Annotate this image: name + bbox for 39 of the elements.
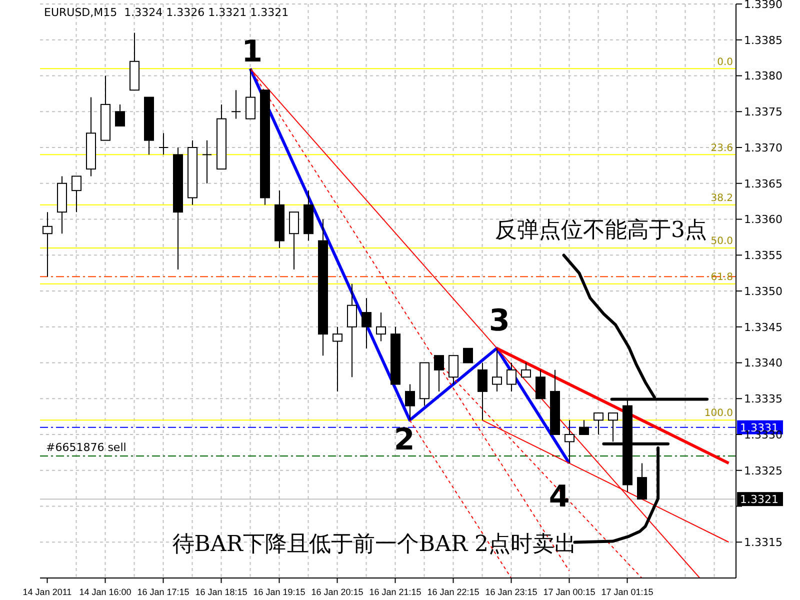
x-tick-label: 16 Jan 19:15 — [253, 587, 306, 597]
x-tick-label: 16 Jan 22:15 — [427, 587, 480, 597]
y-tick-label: 1.3350 — [744, 284, 782, 298]
y-tick-label: 1.3365 — [744, 177, 782, 190]
y-tick-label: 1.3370 — [744, 141, 782, 154]
annotation: 待BAR下降且低于前一个BAR 2点时卖出 — [172, 531, 577, 560]
x-tick-label: 16 Jan 23:15 — [485, 587, 538, 597]
x-tick-label: 16 Jan 18:15 — [195, 587, 248, 597]
y-tick-label: 1.3325 — [744, 464, 782, 478]
x-tick-label: 16 Jan 20:15 — [311, 587, 364, 597]
annotation: 50.0 — [710, 236, 733, 247]
y-tick-label: 1.3335 — [744, 392, 782, 406]
annotation: 38.2 — [710, 192, 733, 204]
x-tick-label: 16 Jan 17:15 — [137, 587, 190, 597]
annotation: 反弹点位不能高于3点 — [494, 217, 707, 246]
annotation: 2 — [394, 422, 415, 458]
y-tick-label: 1.3360 — [744, 213, 782, 226]
y-tick-label: 1.3345 — [744, 320, 782, 334]
annotation: 4 — [548, 479, 570, 514]
y-tick-label: 1.3385 — [744, 34, 782, 47]
y-tick-label: 1.3375 — [744, 106, 782, 119]
chart-title: EURUSD,M15 1.3324 1.3326 1.3321 1.3321 — [44, 6, 289, 19]
x-tick-label: 17 Jan 01:15 — [601, 587, 654, 597]
y-tick-label: 1.3380 — [744, 70, 782, 83]
x-tick-label: 14 Jan 16:00 — [79, 587, 132, 597]
x-tick-label: 17 Jan 00:15 — [543, 587, 596, 597]
annotation: 0.0 — [717, 56, 733, 68]
annotation: 100.0 — [704, 408, 733, 420]
annotation: 3 — [489, 303, 510, 338]
y-tick-label: 1.3315 — [744, 536, 782, 550]
annotation: 1 — [242, 34, 262, 70]
x-tick-label: 14 Jan 2011 — [22, 587, 72, 597]
ref-line-label: #6651876 sell — [46, 441, 126, 454]
y-tick-label: 1.3390 — [744, 0, 782, 11]
ref-line-label: 1.3321 — [740, 493, 778, 506]
y-tick-label: 1.3355 — [744, 249, 782, 262]
y-tick-label: 1.3340 — [744, 356, 782, 370]
x-tick-label: 16 Jan 21:15 — [369, 587, 422, 597]
annotation: 23.6 — [710, 142, 733, 154]
